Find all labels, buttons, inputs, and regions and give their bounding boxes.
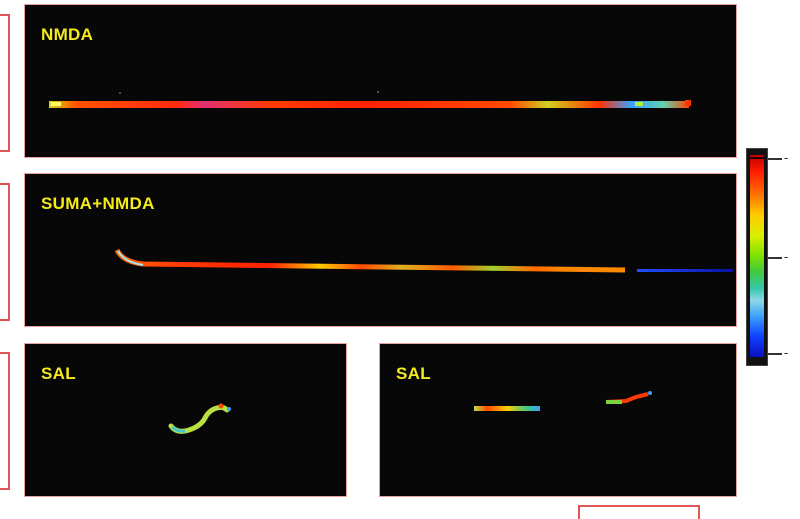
trace-suma-nmda-tail xyxy=(637,269,733,272)
trace-nmda-segment xyxy=(635,102,643,106)
trace-nmda-band xyxy=(49,101,689,108)
trace-sal-right-segment-2-start xyxy=(606,400,622,404)
scale-bar xyxy=(578,505,700,519)
panel-sal-right: SAL xyxy=(379,343,737,497)
trace-sal-left-start xyxy=(170,425,186,433)
trace-sal-right-segment-1 xyxy=(474,406,540,411)
colorbar-gradient xyxy=(750,155,764,357)
panel-label-sal-left: SAL xyxy=(41,364,76,383)
colorbar-tick-top xyxy=(768,158,782,160)
trace-nmda-speck xyxy=(119,92,121,94)
trace-nmda-end xyxy=(685,100,691,106)
panel-label-sal-right: SAL xyxy=(396,364,431,383)
panel-nmda: NMDA xyxy=(24,4,737,158)
group-bracket-top xyxy=(0,14,10,152)
trace-suma-nmda-band xyxy=(114,248,626,273)
trace-suma-nmda-start xyxy=(117,250,144,266)
trace-sal-right-dot xyxy=(648,391,652,395)
colorbar-tick-label-bottom: - xyxy=(784,345,789,360)
panel-suma-nmda: SUMA+NMDA xyxy=(24,173,737,327)
group-bracket-middle xyxy=(0,183,10,321)
panel-sal-left: SAL xyxy=(24,343,347,497)
colorbar-tick-label-middle: - xyxy=(784,249,789,264)
trace-nmda-start xyxy=(51,102,61,106)
trace-nmda xyxy=(49,91,691,108)
colorbar-tick-label-top: - xyxy=(784,150,789,165)
trace-sal-left-band xyxy=(168,404,230,434)
panel-label-suma-nmda: SUMA+NMDA xyxy=(41,194,155,213)
colorbar-top-line xyxy=(750,157,764,159)
colorbar-tick-bottom xyxy=(768,353,782,355)
trace-sal-left xyxy=(168,403,231,434)
trace-suma-nmda xyxy=(114,248,733,273)
trace-sal-left-dot xyxy=(227,407,231,411)
group-bracket-bottom xyxy=(0,352,10,490)
trace-nmda-speck xyxy=(377,91,379,93)
trace-sal-right xyxy=(474,391,652,411)
colorbar-tick-middle xyxy=(768,257,782,259)
trace-sal-left-dot xyxy=(218,403,224,409)
panel-label-nmda: NMDA xyxy=(41,25,94,44)
colorbar xyxy=(746,148,768,366)
